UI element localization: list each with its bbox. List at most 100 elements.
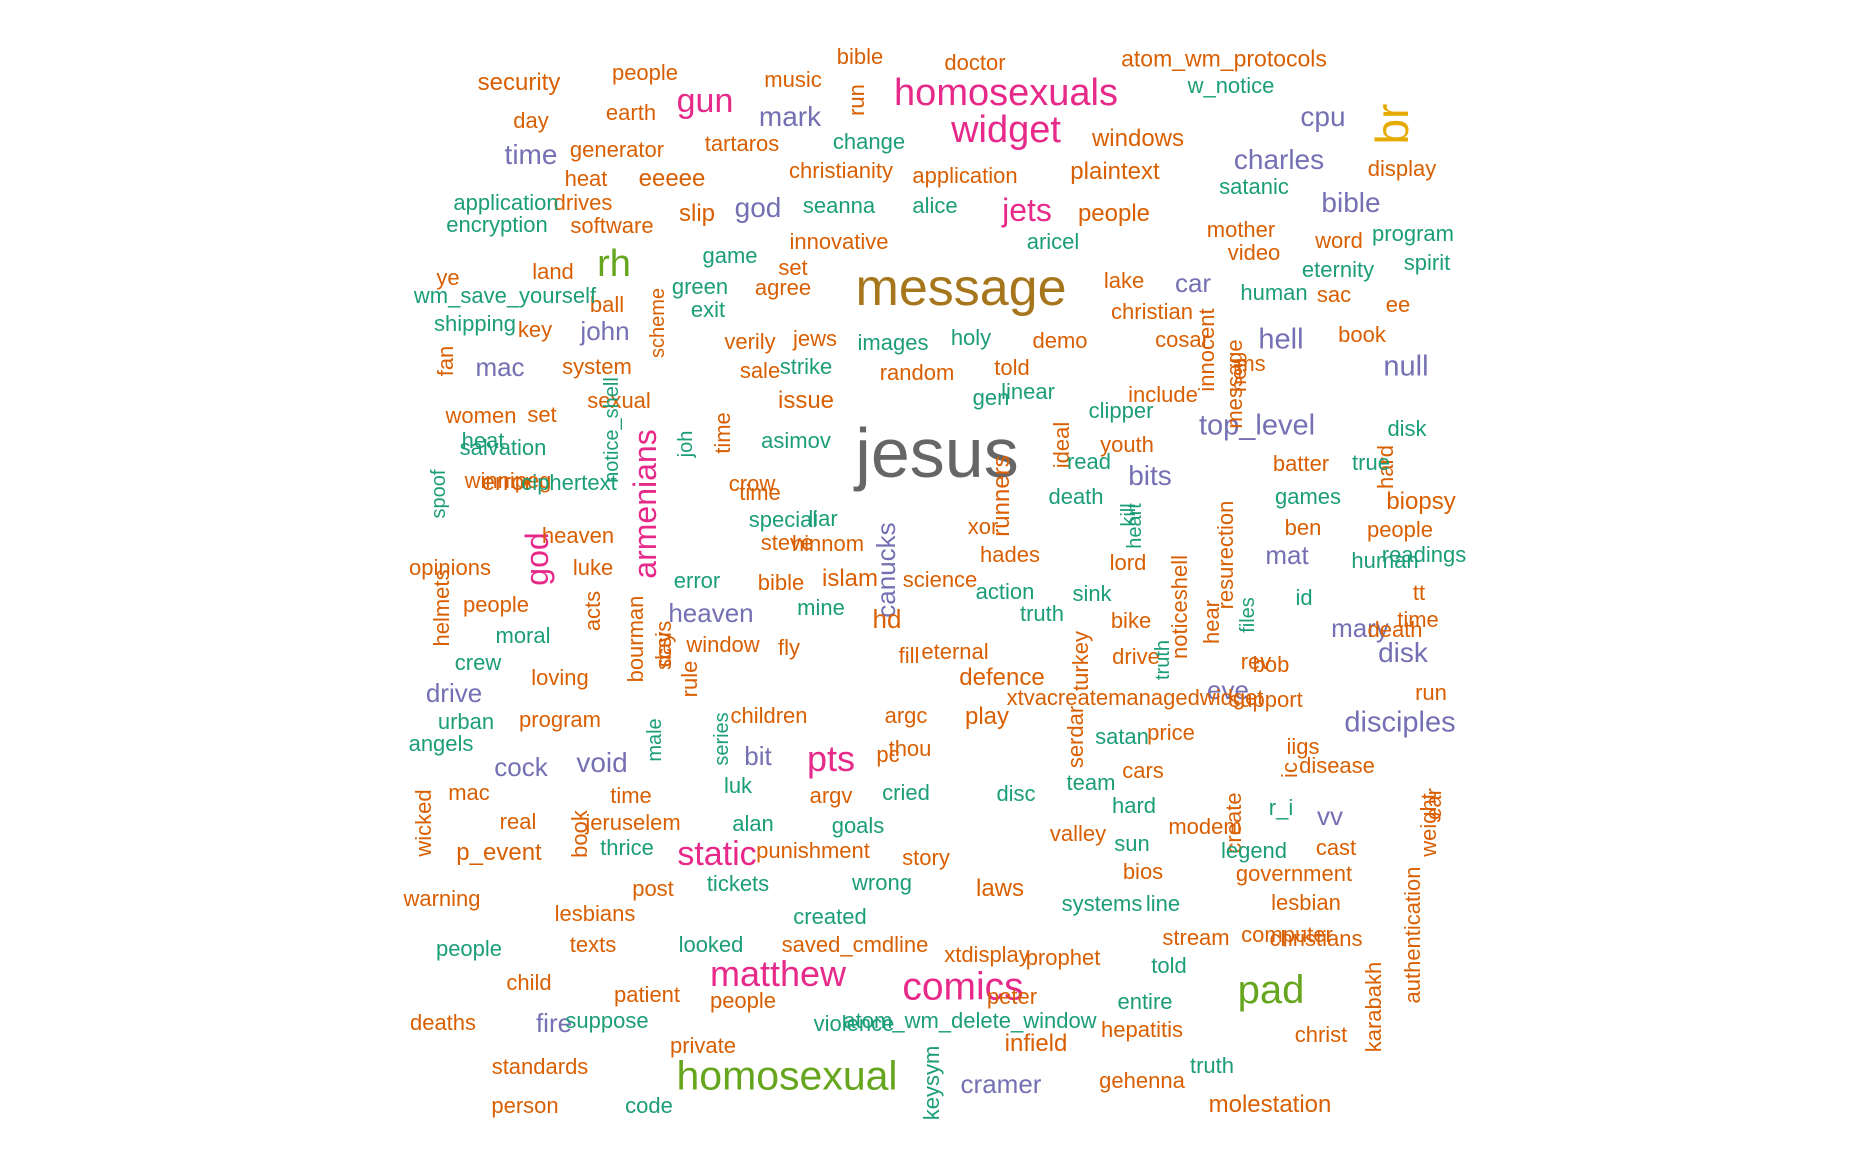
word-cloud-word: serdar [1063,705,1088,769]
word-cloud-word: science [902,567,978,592]
word-cloud-word: files [1237,597,1259,633]
word-cloud-word: eeeee [638,165,706,192]
word-cloud-word: random [879,360,955,385]
word-cloud-word: game [702,243,758,268]
word-cloud-word: disk [1378,637,1428,668]
word-cloud-word: person [491,1093,559,1118]
word-cloud-word: top_level [1198,409,1316,442]
word-cloud-word: atom_wm_protocols [1121,45,1327,72]
word-cloud-word: homosexual [676,1052,898,1099]
word-cloud-word: fan [433,345,458,377]
word-cloud-word: hard [1111,793,1157,818]
word-cloud-word: god [734,192,782,223]
word-cloud-word: support [1229,687,1303,712]
word-cloud-word: texts [569,932,617,957]
word-cloud-word: bourman [623,595,648,683]
word-cloud-word: application [453,190,559,215]
word-cloud-word: mat [1265,540,1309,570]
word-cloud-word: hell [1258,323,1304,356]
word-cloud-word: sac [1316,282,1352,307]
word-cloud-word: bike [1110,608,1152,633]
word-cloud-word: peter [986,984,1038,1009]
word-cloud-word: salvation [459,435,547,460]
word-cloud-word: wicked [411,789,436,857]
word-cloud-word: spoof [428,469,450,519]
word-cloud-word: authentication [1400,866,1425,1004]
word-cloud-word: lake [1103,268,1145,293]
word-cloud-word: run [844,84,869,116]
word-cloud-word: people [435,936,503,961]
word-cloud-word: innovative [789,229,889,254]
word-cloud-word: ic [1277,762,1302,778]
word-cloud-word: keysym [919,1045,944,1121]
word-cloud-word: armenians [627,429,663,579]
word-cloud-word: defence [959,664,1045,691]
word-cloud-word: moral [495,623,551,648]
word-cloud-word: lesbians [554,901,636,926]
word-cloud-word: change [832,129,906,154]
word-cloud-word: team [1066,770,1116,795]
word-cloud-word: spirit [1403,250,1451,275]
word-cloud-word: exit [690,297,726,322]
word-cloud-word: id [1295,585,1313,610]
word-cloud-word: human [1240,280,1308,305]
word-cloud-word: security [477,69,561,96]
word-cloud-word: standards [491,1054,589,1079]
word-cloud-word: fill [898,643,920,668]
word-cloud-word: book [1338,322,1386,347]
word-cloud-word: luk [723,773,753,798]
word-cloud-word: asimov [761,428,831,453]
word-cloud-word: joh [675,430,697,458]
word-cloud-word: bits [1128,460,1172,491]
word-cloud-word: w_notice [1187,73,1275,98]
word-cloud-word: laws [975,875,1025,902]
word-cloud-word: program [519,707,601,732]
word-cloud-word: children [730,703,808,728]
word-cloud-word: time [1397,607,1439,632]
word-cloud-word: video [1227,240,1281,265]
word-cloud-word: seanna [802,193,876,218]
word-cloud-word: vv [1317,801,1343,831]
word-cloud-word: drive [425,678,483,708]
word-cloud-word: key [517,317,553,342]
word-cloud-word: line [1145,891,1181,916]
word-cloud-word: agree [754,275,812,300]
word-cloud-word: sun [1114,831,1150,856]
word-cloud-word: systems [1061,891,1143,916]
word-cloud-word: iigs [1286,734,1320,759]
word-cloud-word: heat [461,428,505,453]
word-cloud-word: linear [1001,379,1055,404]
word-cloud-word: urban [437,709,495,734]
word-cloud-word: entire [1117,989,1173,1014]
word-cloud-word: cast [1315,835,1357,860]
word-cloud-word: batter [1272,451,1330,476]
word-cloud-word: eternity [1301,257,1375,282]
word-cloud-word: r_i [1268,795,1294,820]
word-cloud-word: notice_shell [601,377,623,483]
word-cloud-word: prophet [1025,945,1101,970]
word-cloud-word: matthew [709,953,847,994]
word-cloud-word: land [532,259,574,284]
word-cloud-word: rule [677,660,702,698]
word-cloud-word: warning [403,886,481,911]
word-cloud-word: holy [950,325,992,350]
word-cloud-word: cried [882,780,930,805]
word-cloud-word: heart [1124,503,1146,549]
word-cloud-word: thrice [600,835,654,860]
word-cloud-word: shipping [434,311,516,336]
word-cloud-word: truth [1019,601,1065,626]
word-cloud-word: disciples [1344,706,1456,739]
word-cloud-word: scsi [651,632,676,670]
word-cloud-word: pc [876,742,900,767]
word-cloud-word: people [611,60,679,85]
word-cloud-word: satanic [1219,174,1289,199]
word-cloud-word: message [855,259,1067,317]
word-cloud-word: demo [1032,328,1088,353]
word-cloud-word: argc [884,703,928,728]
word-cloud-word: software [570,213,654,238]
word-cloud-word: jews [792,326,838,351]
word-cloud-word: xor [967,514,999,539]
word-cloud-word: tt [1412,580,1426,605]
word-cloud-word: application [912,163,1018,188]
